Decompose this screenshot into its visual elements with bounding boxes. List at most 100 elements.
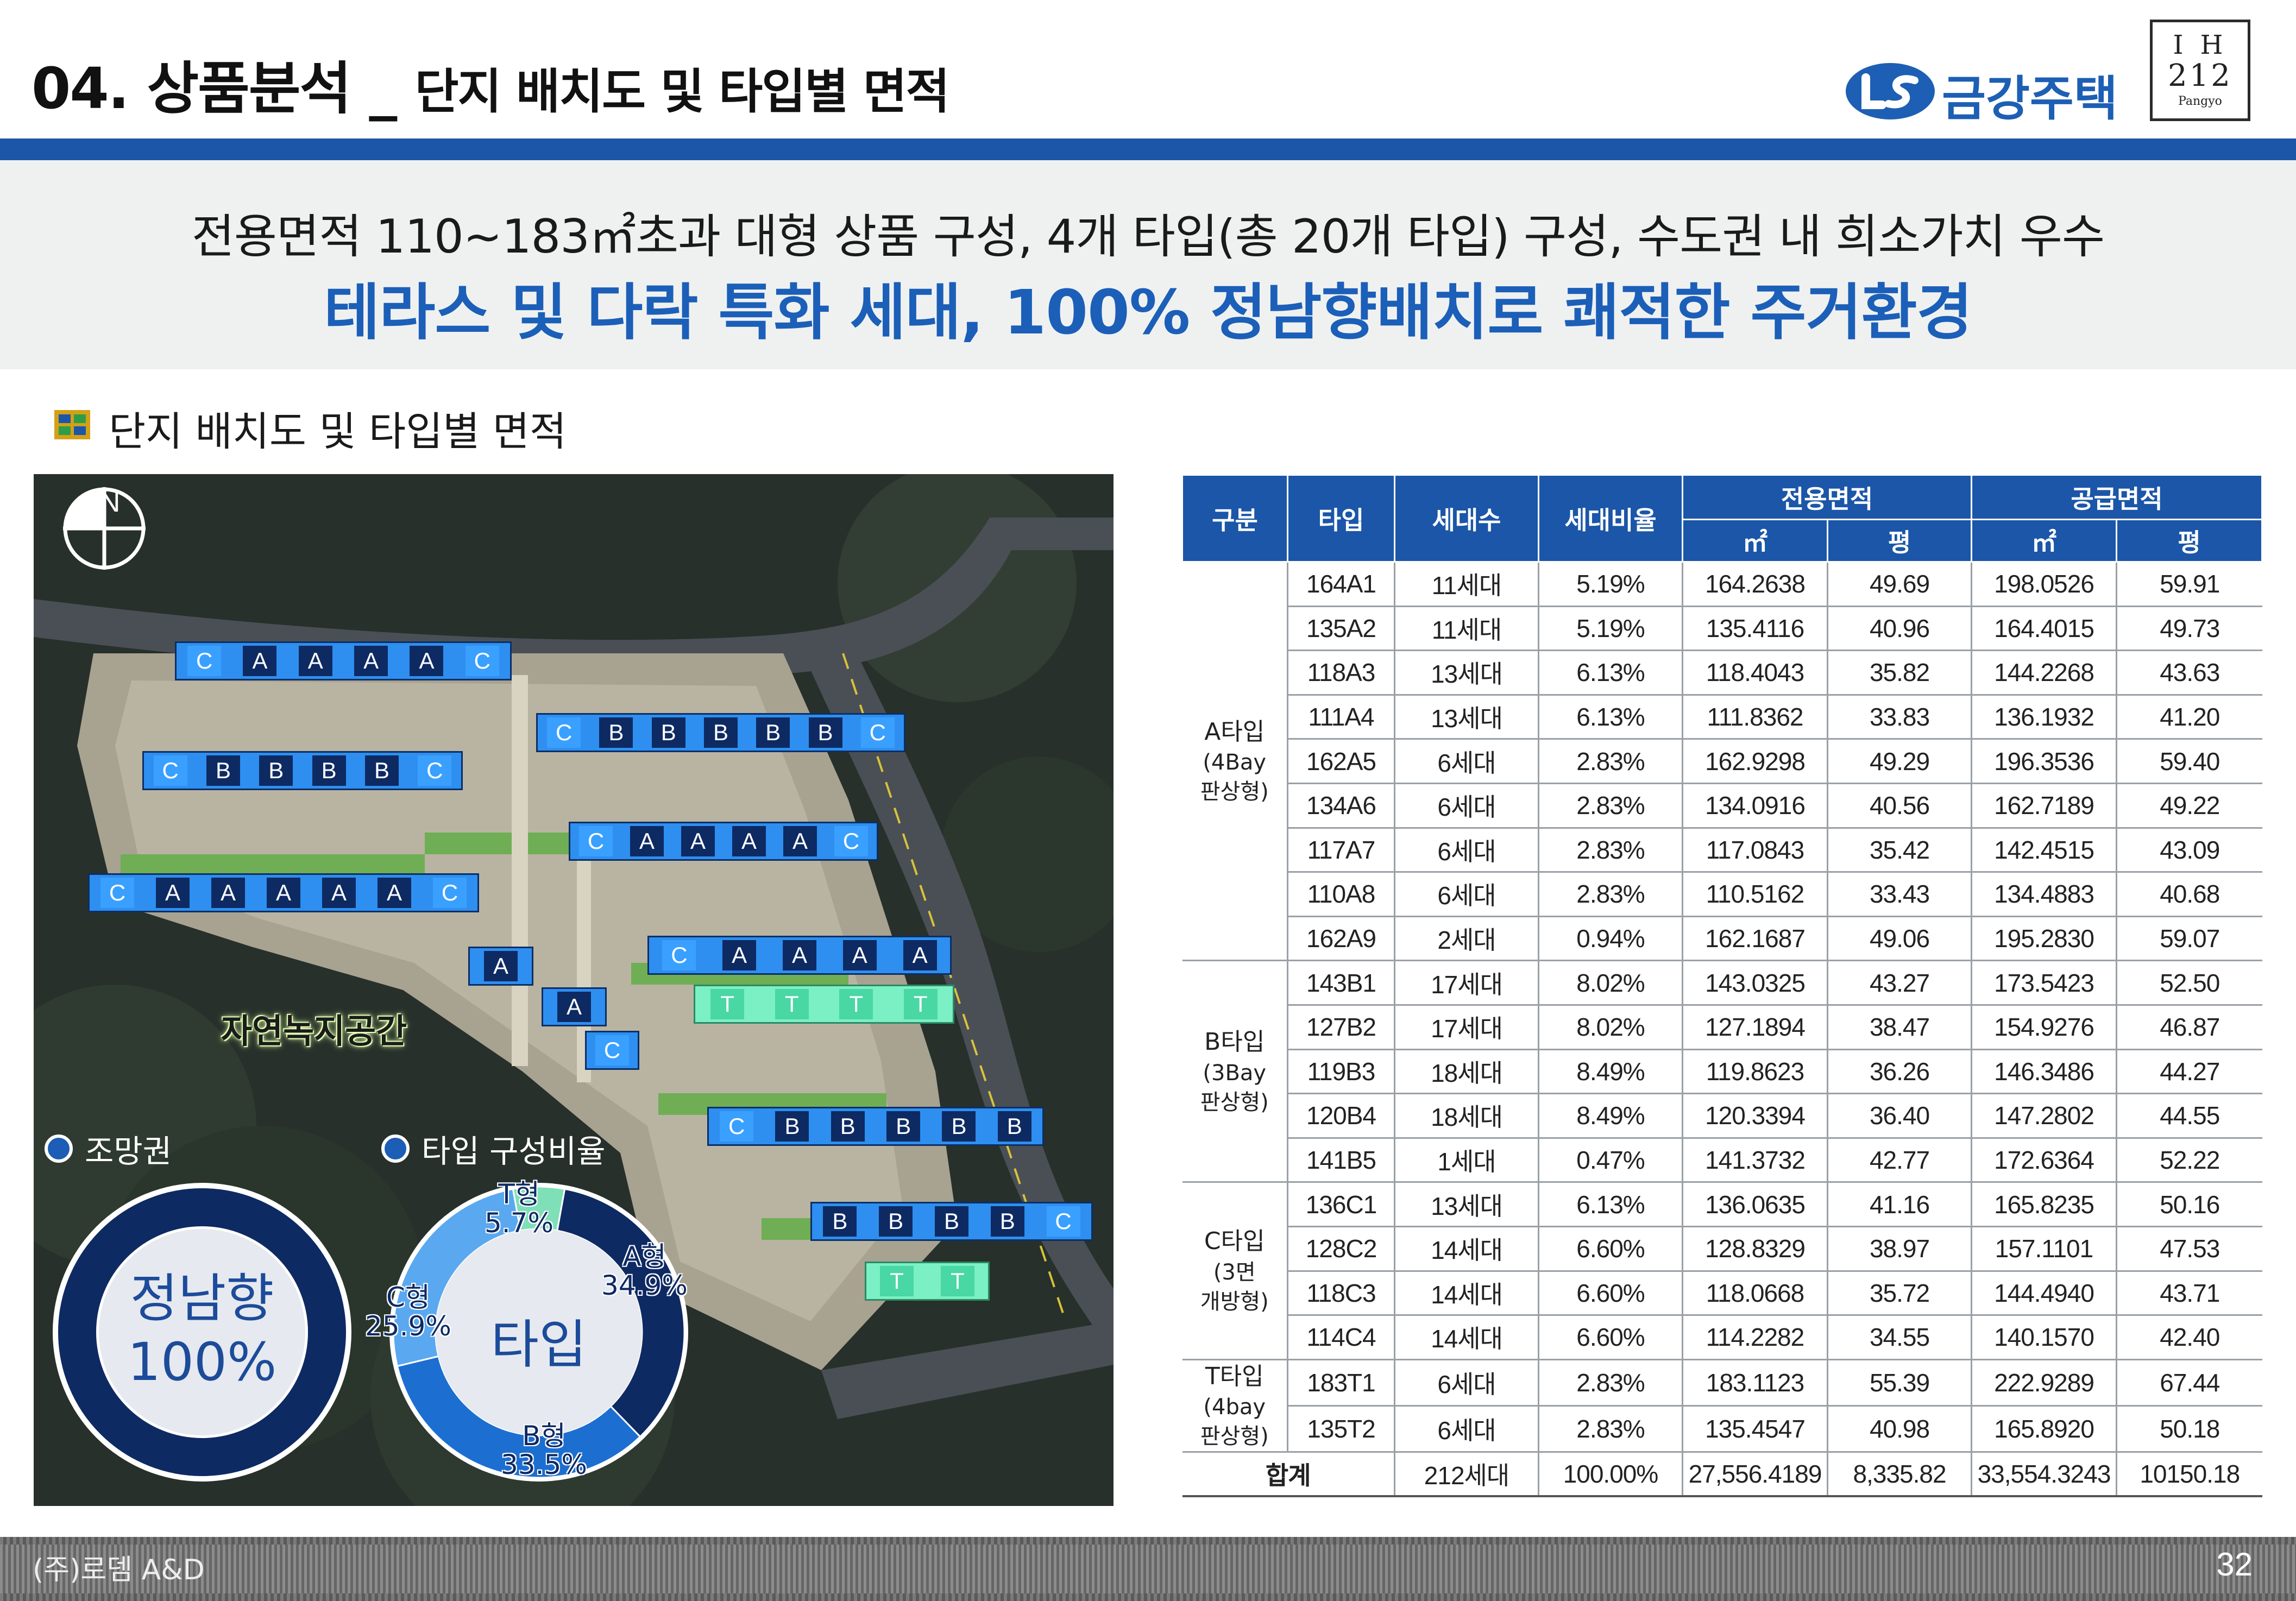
unit-label: C (418, 755, 452, 786)
cell-supply-sqm: 157.1101 (1971, 1226, 2117, 1272)
group-name: A타입 (1204, 717, 1265, 746)
cell-supply-pyeong: 46.87 (2116, 1005, 2262, 1050)
cell-supply-pyeong: 40.68 (2116, 872, 2262, 917)
group-sub2: 판상형) (1200, 1089, 1269, 1115)
unit-label: A (322, 878, 356, 908)
cell-units: 11세대 (1394, 562, 1539, 607)
unit-label: A (211, 878, 245, 908)
cell-exclusive-sqm: 141.3732 (1682, 1138, 1828, 1183)
cell-exclusive-sqm: 117.0843 (1682, 828, 1828, 873)
view-donut-line2: 100% (127, 1332, 277, 1392)
cell-type: 111A4 (1287, 695, 1395, 740)
unit-label: B (886, 1111, 921, 1142)
unit-label: C (860, 717, 895, 748)
unit-label: A (298, 646, 332, 676)
unit-label: B (990, 1206, 1024, 1237)
cell-type: 119B3 (1287, 1049, 1395, 1095)
total-units: 212세대 (1394, 1452, 1539, 1498)
brand-line2: 212 (2168, 58, 2232, 93)
cell-supply-pyeong: 52.50 (2116, 960, 2262, 1006)
type-donut-center: 타입 (490, 1314, 587, 1375)
building-12: B B B B C (810, 1202, 1093, 1241)
cell-ratio: 6.13% (1538, 1182, 1683, 1227)
section-title: 단지 배치도 및 타입별 면적 (109, 408, 567, 455)
cell-supply-sqm: 195.2830 (1971, 916, 2117, 962)
unit-label: C (433, 878, 467, 908)
unit-label: T (903, 989, 938, 1019)
slice-name: T형 (498, 1178, 540, 1210)
footer: (주)로뎀 A&D 32 (0, 1537, 2296, 1601)
cell-units: 11세대 (1394, 606, 1539, 652)
group-name: C타입 (1204, 1227, 1265, 1256)
site-plan-image: N C A A A A C C B B B B B C C B B B B C … (34, 474, 1114, 1506)
area-table: 구분 타입 세대수 세대비율 전용면적 공급면적 ㎡ 평 ㎡ 평 A타입 (4Ba… (1181, 474, 2263, 1498)
cell-type: 164A1 (1287, 562, 1395, 607)
cell-supply-pyeong: 49.73 (2116, 606, 2262, 652)
unit-label: A (681, 826, 715, 856)
header-exclusive: 전용면적 (1682, 474, 1972, 520)
cell-supply-pyeong: 43.63 (2116, 650, 2262, 696)
building-5: C A A A A A C (88, 873, 479, 912)
cell-type: 118C3 (1287, 1271, 1395, 1316)
unit-label: B (703, 717, 738, 748)
unit-label: T (880, 1266, 914, 1296)
header-units: 세대수 (1394, 474, 1539, 563)
table-row: 141B5 1세대 0.47% 141.3732 42.77 172.6364 52.22 (1182, 1138, 2262, 1183)
unit-label: A (782, 940, 816, 970)
cell-supply-sqm: 196.3536 (1971, 739, 2117, 784)
cell-supply-sqm: 173.5423 (1971, 960, 2117, 1006)
unit-label: A (557, 992, 591, 1022)
building-10: T T T T (694, 985, 954, 1024)
group-sub2: 판상형) (1200, 779, 1269, 805)
table-row: 118C3 14세대 6.60% 118.0668 35.72 144.4940 43.71 (1182, 1271, 2262, 1316)
cell-units: 6세대 (1394, 828, 1539, 873)
cell-supply-sqm: 142.4515 (1971, 828, 2117, 873)
cell-units: 6세대 (1394, 1405, 1539, 1453)
cell-exclusive-pyeong: 35.72 (1827, 1271, 1972, 1316)
title-sub: 단지 배치도 및 타입별 면적 (414, 64, 950, 119)
slice-name: A형 (622, 1241, 666, 1272)
cell-exclusive-sqm: 183.1123 (1682, 1359, 1828, 1407)
table-row: 120B4 18세대 8.49% 120.3394 36.40 147.2802 44.55 (1182, 1093, 2262, 1139)
cell-supply-pyeong: 52.22 (2116, 1138, 2262, 1183)
unit-label: C (100, 878, 134, 908)
unit-label: C (720, 1111, 754, 1142)
building-7: A (468, 947, 533, 986)
unit-label: C (834, 826, 868, 856)
cell-supply-sqm: 172.6364 (1971, 1138, 2117, 1183)
unit-label: T (775, 989, 809, 1019)
table-row: 127B2 17세대 8.02% 127.1894 38.47 154.9276 46.87 (1182, 1005, 2262, 1050)
summary-line1: 전용면적 110~183㎡초과 대형 상품 구성, 4개 타입(총 20개 타입… (191, 210, 2105, 264)
unit-label: B (942, 1111, 976, 1142)
unit-label: B (599, 717, 633, 748)
cell-type: 136C1 (1287, 1182, 1395, 1227)
cell-exclusive-pyeong: 40.56 (1827, 783, 1972, 829)
cell-exclusive-sqm: 111.8362 (1682, 695, 1828, 740)
cell-exclusive-pyeong: 42.77 (1827, 1138, 1972, 1183)
compass-icon (63, 487, 146, 570)
company-logo-icon (1846, 63, 1935, 119)
cell-ratio: 2.83% (1538, 872, 1683, 917)
cell-supply-pyeong: 59.40 (2116, 739, 2262, 784)
cell-exclusive-pyeong: 33.83 (1827, 695, 1972, 740)
cell-supply-sqm: 165.8920 (1971, 1405, 2117, 1453)
group-cell: A타입 (4Bay 판상형) (1182, 562, 1288, 962)
unit-label: B (756, 717, 790, 748)
cell-exclusive-pyeong: 49.29 (1827, 739, 1972, 784)
group-name: T타입 (1205, 1362, 1264, 1390)
cell-exclusive-pyeong: 36.26 (1827, 1049, 1972, 1095)
unit-label: A (722, 940, 757, 970)
cell-units: 6세대 (1394, 739, 1539, 784)
unit-label: T (839, 989, 873, 1019)
cell-ratio: 6.60% (1538, 1315, 1683, 1360)
section-bullet-icon (54, 410, 90, 439)
table-row: B타입 (3Bay 판상형) 143B1 17세대 8.02% 143.0325 43.27 1… (1182, 960, 2262, 1183)
slice-name: C형 (386, 1282, 430, 1313)
cell-type: 135T2 (1287, 1405, 1395, 1453)
brand-line3: Pangyo (2178, 94, 2222, 108)
donut-label-c: C형 25.9% (365, 1283, 451, 1340)
unit-label: B (259, 755, 293, 786)
total-exclusive-pyeong: 8,335.82 (1827, 1452, 1972, 1498)
unit-label: B (997, 1111, 1031, 1142)
cell-type: 135A2 (1287, 606, 1395, 652)
